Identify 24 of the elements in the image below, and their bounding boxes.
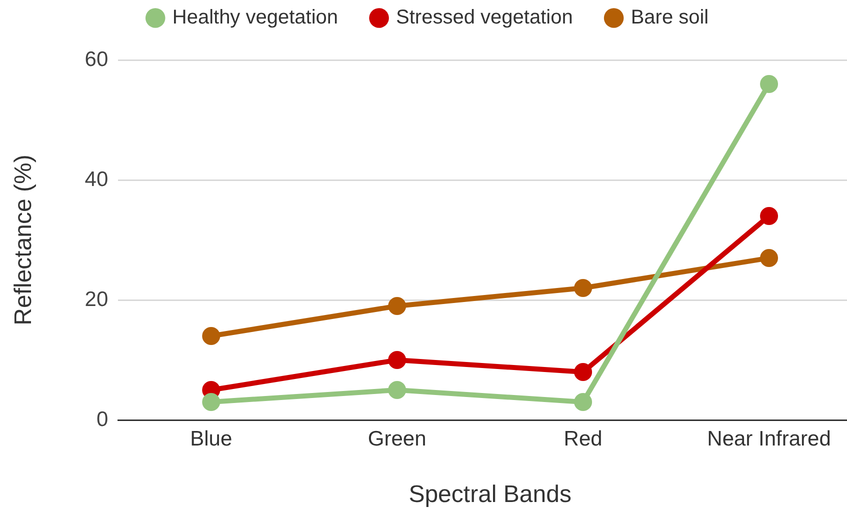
point xyxy=(574,393,592,411)
point xyxy=(388,381,406,399)
point xyxy=(574,279,592,297)
x-tick-label: Green xyxy=(368,427,426,450)
point xyxy=(760,75,778,93)
x-axis-title: Spectral Bands xyxy=(408,481,572,508)
point xyxy=(388,351,406,369)
point xyxy=(574,363,592,381)
x-tick-label: Red xyxy=(564,427,602,450)
y-tick-label: 0 xyxy=(96,408,108,431)
point xyxy=(202,393,220,411)
y-axis-title: Reflectance (%) xyxy=(10,154,38,326)
legend-label: Bare soil xyxy=(630,6,709,29)
legend-label: Healthy vegetation xyxy=(172,6,338,29)
legend-label: Stressed vegetation xyxy=(396,6,573,29)
x-tick-label: Near Infrared xyxy=(707,427,831,450)
point xyxy=(760,249,778,267)
point xyxy=(388,297,406,315)
x-tick-label: Blue xyxy=(190,427,232,450)
point xyxy=(760,207,778,225)
y-tick-label: 40 xyxy=(84,168,108,191)
y-tick-label: 20 xyxy=(84,288,108,311)
point xyxy=(202,327,220,345)
y-tick-label: 60 xyxy=(84,48,108,71)
